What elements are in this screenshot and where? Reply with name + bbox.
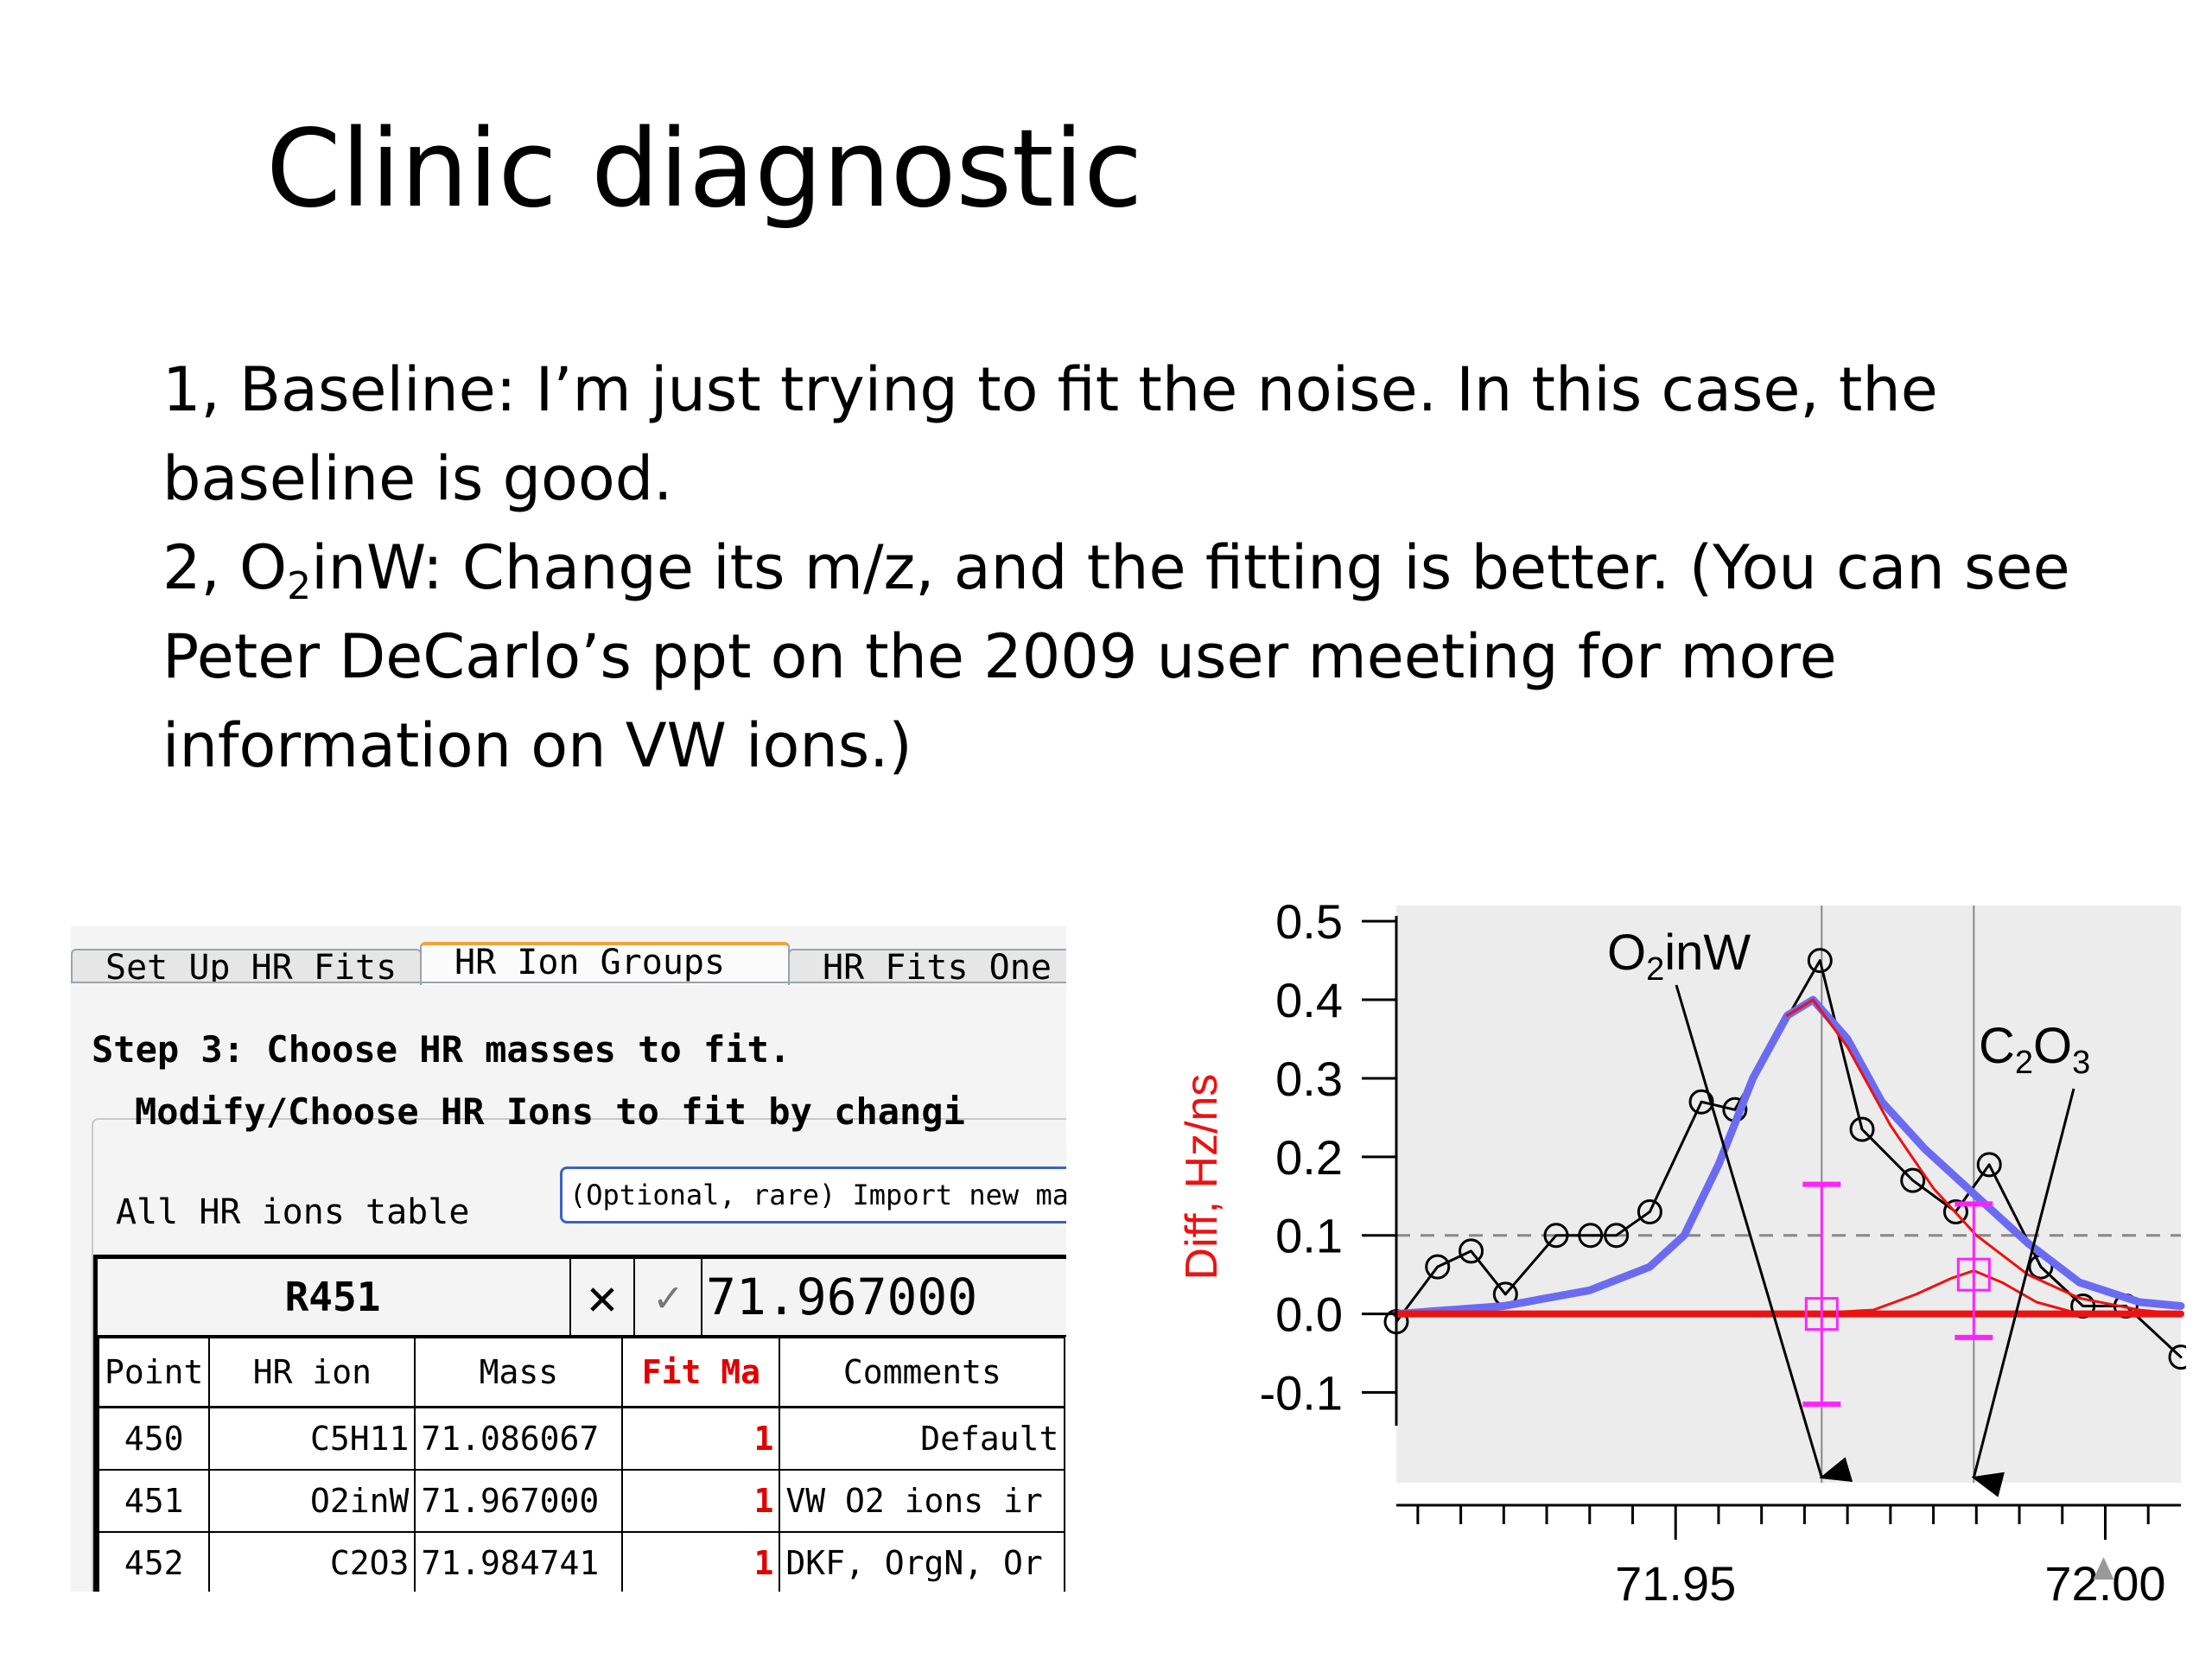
error-bar-center <box>1804 1297 1839 1332</box>
accept-edit-icon[interactable]: ✓ <box>633 1259 702 1335</box>
ion-cell[interactable]: C2O3 <box>208 1531 416 1592</box>
y-tick-label: 0.2 <box>1275 1130 1343 1185</box>
comment-cell[interactable]: VW O2 ions ir <box>779 1469 1066 1533</box>
baseline-paragraph: 1, Baseline: I’m just trying to fit the … <box>162 354 1938 514</box>
ions-table: R451 ✕ ✓ 71.967000 Point HR ion Mass Fit… <box>93 1255 1066 1592</box>
data-point <box>1425 1254 1451 1280</box>
import-mass-button[interactable]: (Optional, rare) Import new mass <box>560 1166 1066 1224</box>
data-point <box>1807 948 1833 974</box>
table-row[interactable]: 451 O2inW 71.967000 1 VW O2 ions ir <box>97 1469 1066 1533</box>
o2inw-rest: inW: Change its m/z, and the fitting is … <box>162 532 2070 781</box>
data-point <box>1637 1198 1662 1224</box>
x-tick-label: 71.95 <box>1615 1556 1736 1611</box>
tab-hr-fits-one[interactable]: HR Fits One <box>788 949 1066 983</box>
entry-value-input[interactable]: 71.967000 <box>706 1268 978 1326</box>
header-row: Point HR ion Mass Fit Ma Comments <box>97 1337 1066 1408</box>
y-tick-label: 0.3 <box>1275 1052 1343 1106</box>
modify-heading: Modify/Choose HR Ions to fit by changi <box>135 1090 965 1133</box>
fit-cell[interactable]: 1 <box>621 1531 781 1592</box>
y-tick-label: 0.0 <box>1275 1287 1343 1342</box>
mass-cell[interactable]: 71.967000 <box>414 1469 624 1533</box>
o2inw-paragraph: 2, O2inW: Change its m/z, and the fittin… <box>162 524 2167 791</box>
data-point <box>1900 1167 1926 1193</box>
y-tick-label: 0.5 <box>1275 894 1343 949</box>
data-point <box>2168 1344 2186 1370</box>
o2inw-subscript: 2 <box>287 564 312 608</box>
comment-cell[interactable]: Default <box>779 1406 1066 1471</box>
y-tick-label: -0.1 <box>1260 1365 1344 1420</box>
series-line <box>1786 998 2183 1316</box>
marker-label: O2inW <box>1607 925 1751 988</box>
table-row[interactable]: 452 C2O3 71.984741 1 DKF, OrgN, Or <box>97 1531 1066 1592</box>
point-cell[interactable]: 452 <box>97 1531 211 1592</box>
ion-cell[interactable]: O2inW <box>208 1469 416 1533</box>
hr-ion-groups-panel: Set Up HR Fits HR Ion Groups HR Fits One… <box>71 926 1066 1592</box>
ions-grid: Point HR ion Mass Fit Ma Comments 450 C5… <box>97 1337 1066 1592</box>
tab-set-up-hr-fits[interactable]: Set Up HR Fits <box>71 949 422 983</box>
series-line <box>1395 959 2183 1359</box>
fit-cell[interactable]: 1 <box>621 1406 781 1471</box>
all-ions-label: All HR ions table <box>116 1192 470 1232</box>
marker-label: C2O3 <box>1979 1018 2090 1081</box>
data-point <box>1604 1223 1630 1249</box>
slide-body: 1, Baseline: I’m just trying to fit the … <box>162 346 2167 791</box>
column-header[interactable]: Mass <box>414 1337 624 1408</box>
table-row[interactable]: 450 C5H11 71.086067 1 Default <box>97 1406 1066 1471</box>
column-header[interactable]: Fit Ma <box>621 1337 781 1408</box>
y-tick-label: 0.4 <box>1275 973 1343 1027</box>
marker-arrow <box>1675 984 1853 1483</box>
data-point <box>1543 1223 1569 1249</box>
ion-cell[interactable]: C5H11 <box>208 1406 416 1471</box>
point-cell[interactable]: 450 <box>97 1406 211 1471</box>
cancel-edit-icon[interactable]: ✕ <box>569 1259 633 1335</box>
fit-cell[interactable]: 1 <box>621 1469 781 1533</box>
error-bar-center <box>1956 1257 1991 1292</box>
data-point <box>1976 1152 2002 1178</box>
mass-cell[interactable]: 71.984741 <box>414 1531 624 1592</box>
data-point <box>1942 1198 1968 1224</box>
o2inw-prefix: 2, O <box>162 532 288 603</box>
entry-cell-label: R451 <box>284 1274 381 1320</box>
step-heading: Step 3: Choose HR masses to fit. <box>92 1028 791 1071</box>
column-header[interactable]: Comments <box>779 1337 1066 1408</box>
table-entry-line: R451 ✕ ✓ 71.967000 <box>98 1259 1066 1337</box>
data-point <box>1849 1116 1875 1142</box>
y-axis-label: Diff, Hz/ns <box>1177 1074 1227 1281</box>
plot-area <box>1396 906 2181 1483</box>
tab-divider <box>71 982 1066 983</box>
slide-title: Clinic diagnostic <box>266 107 1143 232</box>
data-point <box>1688 1089 1714 1115</box>
tab-bar: Set Up HR Fits HR Ion Groups HR Fits One <box>71 942 1066 985</box>
point-cell[interactable]: 451 <box>97 1469 211 1533</box>
y-tick-label: 0.1 <box>1275 1209 1343 1263</box>
column-header[interactable]: HR ion <box>208 1337 416 1408</box>
column-header[interactable]: Point <box>97 1337 211 1408</box>
mass-cell[interactable]: 71.086067 <box>414 1406 624 1471</box>
comment-cell[interactable]: DKF, OrgN, Or <box>779 1531 1066 1592</box>
group-box <box>92 1118 1066 1592</box>
tab-hr-ion-groups[interactable]: HR Ion Groups <box>420 942 790 985</box>
data-point <box>1578 1223 1604 1249</box>
data-point <box>1459 1238 1484 1264</box>
marker-arrow <box>1971 1088 2075 1497</box>
cursor-arrow-icon <box>2093 1557 2114 1580</box>
